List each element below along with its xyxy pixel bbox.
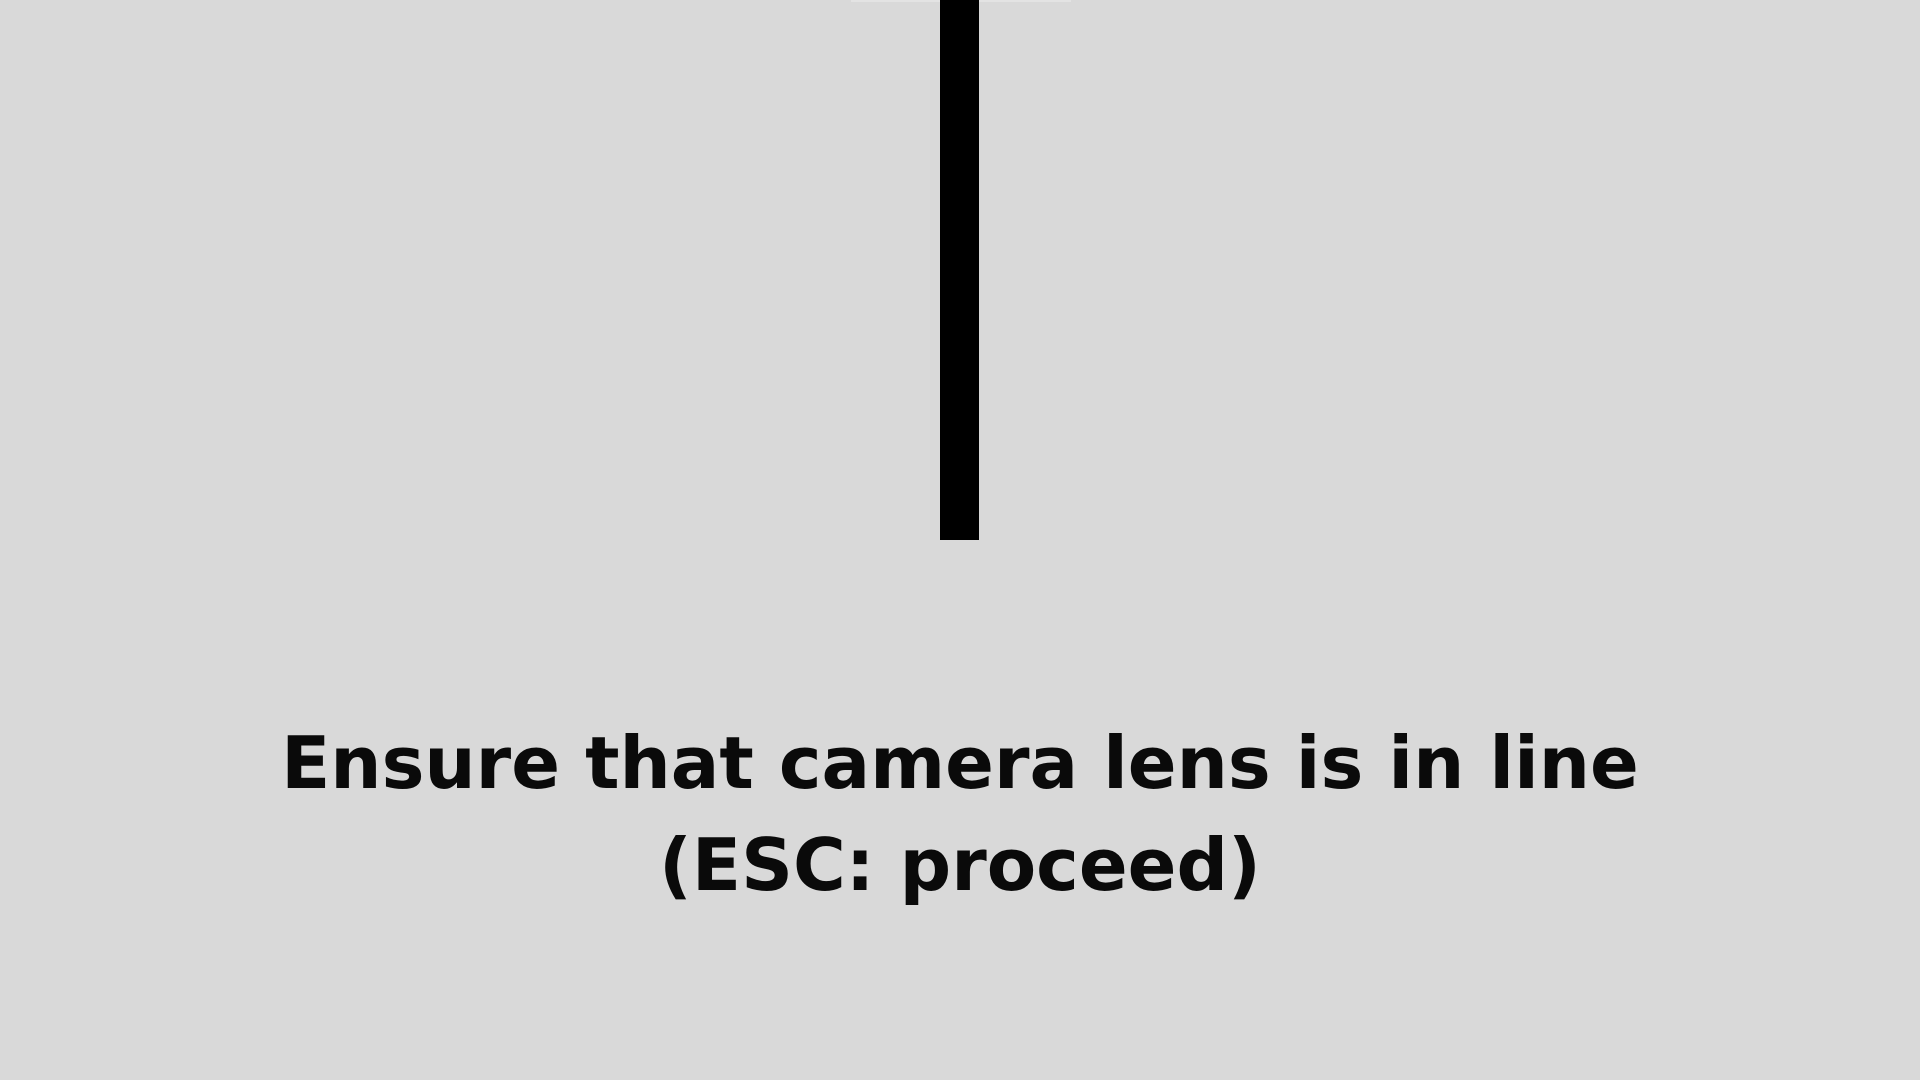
instruction-text: Ensure that camera lens is in line (ESC:…: [0, 712, 1920, 916]
instruction-line-2: (ESC: proceed): [659, 823, 1261, 907]
alignment-line: [940, 0, 979, 540]
instruction-line-1: Ensure that camera lens is in line: [281, 721, 1639, 805]
